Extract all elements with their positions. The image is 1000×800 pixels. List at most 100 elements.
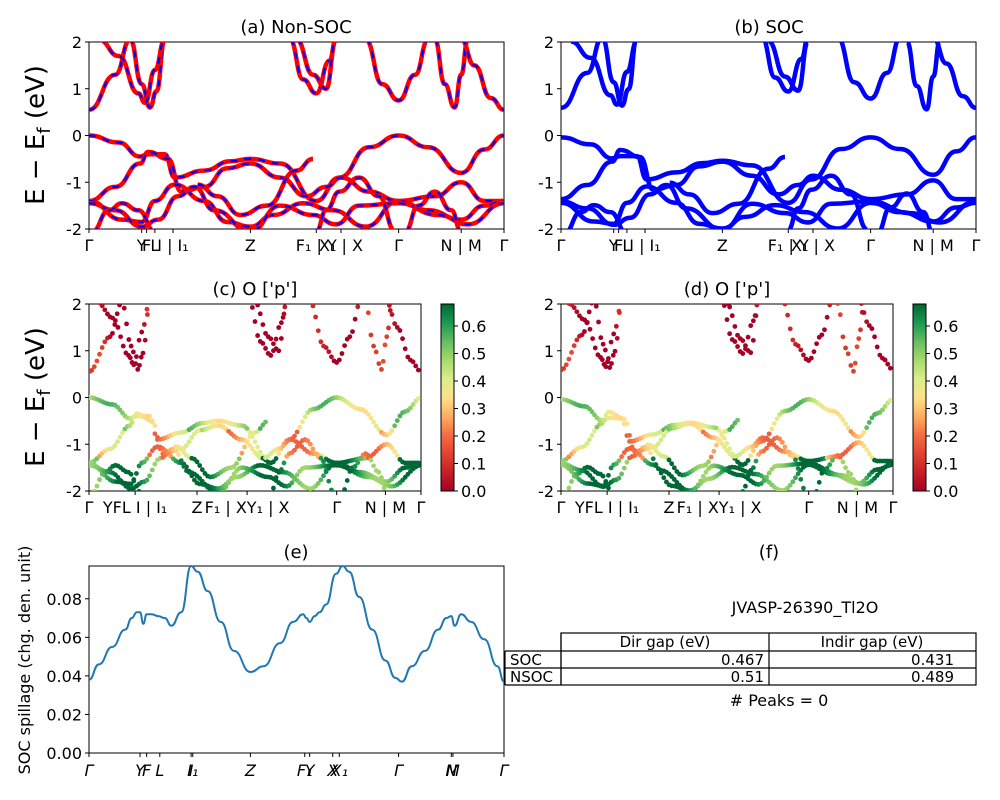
projected-point bbox=[586, 309, 592, 315]
projected-point bbox=[278, 320, 284, 326]
projected-point bbox=[858, 327, 863, 333]
projected-point bbox=[236, 456, 242, 462]
projected-point bbox=[574, 337, 580, 343]
y-tick-label: 0.04 bbox=[46, 667, 82, 686]
projected-point bbox=[661, 433, 667, 439]
projected-point bbox=[138, 354, 144, 360]
projected-point bbox=[745, 458, 751, 463]
projected-point bbox=[120, 430, 125, 436]
projected-point bbox=[764, 474, 769, 480]
band-line-dashed bbox=[317, 176, 394, 229]
projected-point bbox=[118, 478, 124, 483]
projected-point bbox=[561, 366, 567, 371]
projected-point bbox=[355, 304, 361, 310]
panel-c-projected: -2 -1 0 1 2 Γ YFL I | I₁ Z F₁ | XY₁ | X Γ N | M Γ 0.… bbox=[66, 295, 486, 517]
y-tick-label: 1 bbox=[544, 342, 554, 361]
projected-point bbox=[112, 318, 118, 323]
projected-point bbox=[410, 359, 416, 365]
projected-point bbox=[603, 479, 609, 484]
band-line-soc bbox=[566, 202, 625, 229]
projected-point bbox=[313, 314, 319, 320]
y-tick-label: 0.06 bbox=[46, 628, 82, 647]
projected-point bbox=[735, 417, 740, 423]
projected-point bbox=[410, 402, 416, 407]
projected-point bbox=[194, 459, 200, 465]
y-tick-label: 0 bbox=[544, 127, 554, 146]
projected-point bbox=[671, 465, 677, 471]
projected-point bbox=[94, 358, 100, 364]
projected-point bbox=[289, 480, 295, 486]
projected-point bbox=[601, 418, 607, 424]
band-line-dashed bbox=[94, 202, 153, 229]
projected-point bbox=[99, 345, 105, 350]
x-tick-label: Γ bbox=[866, 236, 875, 255]
x-tick-label: Z bbox=[192, 498, 203, 517]
projected-point bbox=[714, 442, 719, 448]
projected-point bbox=[147, 473, 153, 479]
projected-point bbox=[563, 362, 569, 368]
projected-point bbox=[271, 341, 276, 347]
projected-point bbox=[292, 433, 297, 439]
projected-point bbox=[716, 427, 722, 433]
band-line-dashed bbox=[89, 134, 504, 203]
x-tick-label: L bbox=[150, 236, 159, 255]
projected-point bbox=[252, 439, 258, 444]
projected-points bbox=[561, 304, 893, 491]
projected-point bbox=[880, 407, 885, 413]
projected-point bbox=[587, 473, 593, 478]
projected-point bbox=[178, 458, 184, 464]
projected-point bbox=[885, 361, 891, 367]
y-tick-label: 1 bbox=[72, 342, 82, 361]
projected-point bbox=[281, 311, 287, 317]
x-tick-label: Γ bbox=[500, 236, 509, 255]
projected-point bbox=[848, 471, 854, 477]
projected-point bbox=[656, 441, 661, 446]
projected-point bbox=[281, 460, 287, 466]
y-tick-label: -2 bbox=[66, 482, 82, 501]
projected-point bbox=[263, 346, 268, 351]
projected-point bbox=[785, 312, 791, 318]
projected-point bbox=[144, 456, 150, 462]
projected-point bbox=[795, 466, 801, 471]
x-tick-label: L bbox=[622, 236, 631, 255]
projected-point bbox=[145, 312, 150, 317]
projected-point bbox=[719, 441, 725, 446]
projected-point bbox=[392, 321, 398, 327]
x-tick-label: F₁ | XY₁ | X bbox=[205, 498, 290, 517]
panel-d-projected: -2 -1 0 1 2 Γ YFL I | I₁ Z F₁ | XY₁ | X Γ N | M Γ 0.… bbox=[538, 295, 958, 517]
projected-point bbox=[766, 470, 772, 476]
projected-point bbox=[593, 304, 599, 309]
projected-point bbox=[342, 487, 347, 491]
projected-point bbox=[851, 368, 856, 374]
colorbar-tick-label: 0.4 bbox=[461, 372, 486, 391]
band-line-soc bbox=[669, 154, 786, 216]
projected-point bbox=[866, 323, 872, 328]
projected-point bbox=[321, 459, 326, 465]
projected-point bbox=[139, 329, 145, 335]
band-line-soc bbox=[570, 42, 639, 107]
table-cell-nsoc-dir: 0.51 bbox=[731, 668, 764, 686]
projected-point bbox=[257, 311, 263, 317]
projected-point bbox=[843, 421, 848, 427]
projected-point bbox=[114, 311, 120, 317]
projected-point bbox=[606, 356, 611, 361]
projected-point bbox=[379, 475, 384, 480]
x-tick-label: Y bbox=[135, 761, 146, 780]
band-line-dashed bbox=[367, 42, 427, 102]
projected-point bbox=[386, 431, 392, 437]
projected-point bbox=[774, 416, 780, 422]
projected-point bbox=[801, 352, 806, 358]
y-tick-label: 0 bbox=[72, 127, 82, 146]
band-lines bbox=[561, 42, 976, 229]
projected-point bbox=[392, 449, 398, 454]
projected-point bbox=[822, 327, 827, 333]
projected-point bbox=[382, 342, 388, 348]
projected-point bbox=[140, 350, 146, 356]
colorbar bbox=[440, 303, 455, 492]
projected-point bbox=[589, 432, 595, 438]
projected-point bbox=[394, 324, 400, 330]
y-tick-label: 0.00 bbox=[46, 744, 82, 763]
projected-point bbox=[565, 490, 568, 491]
projected-point bbox=[112, 322, 118, 328]
projected-point bbox=[329, 487, 334, 491]
